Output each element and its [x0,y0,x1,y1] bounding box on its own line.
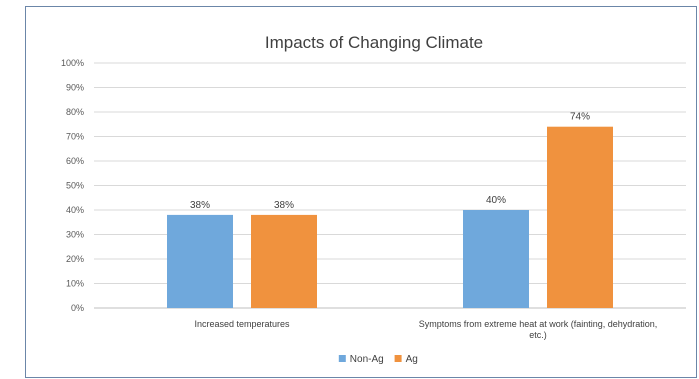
bar-non-ag [167,214,233,308]
y-tick-label: 30% [66,230,84,240]
x-axis: Increased temperatures Symptoms from extr… [194,319,657,340]
legend-label: Non-Ag [350,354,384,365]
x-category-label: etc.) [529,330,547,340]
data-label: 74% [570,112,590,123]
y-tick-label: 10% [66,279,84,289]
data-label: 40% [486,195,506,206]
bar-non-ag [463,210,529,308]
y-tick-label: 50% [66,181,84,191]
y-tick-label: 20% [66,254,84,264]
legend-label: Ag [406,354,418,365]
y-tick-label: 100% [61,58,84,68]
y-tick-label: 40% [66,205,84,215]
y-tick-label: 60% [66,156,84,166]
y-axis: 0% 10% 20% 30% 40% 50% 60% 70% 80% 90% 100% [61,58,84,313]
x-category-label: Increased temperatures [194,319,290,329]
data-label: 38% [190,200,210,211]
bar-ag [251,214,317,308]
legend: Non-Ag Ag [338,354,418,365]
y-tick-label: 70% [66,132,84,142]
legend-swatch [394,355,402,362]
y-tick-label: 0% [71,303,84,313]
bars: 38% 38% 40% 74% [167,112,613,308]
y-tick-label: 90% [66,83,84,93]
y-tick-label: 80% [66,107,84,117]
x-category-label: Symptoms from extreme heat at work (fain… [419,319,658,329]
chart-title: Impacts of Changing Climate [265,33,483,52]
bar-ag [547,126,613,308]
legend-swatch [338,355,346,362]
data-label: 38% [274,200,294,211]
